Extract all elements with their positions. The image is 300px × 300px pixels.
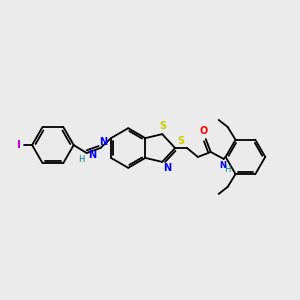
Text: N: N <box>99 137 107 147</box>
Text: I: I <box>17 140 21 150</box>
Text: H: H <box>79 155 85 164</box>
Text: N: N <box>219 161 226 170</box>
Text: N: N <box>163 163 171 173</box>
Text: O: O <box>200 126 208 136</box>
Text: N: N <box>88 150 97 160</box>
Text: S: S <box>178 136 184 146</box>
Text: S: S <box>160 121 167 131</box>
Text: H: H <box>224 165 231 174</box>
